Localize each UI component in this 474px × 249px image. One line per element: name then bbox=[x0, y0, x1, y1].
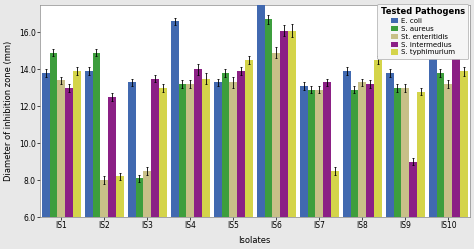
Bar bbox=[65, 88, 73, 217]
Bar bbox=[393, 88, 401, 217]
Bar bbox=[73, 71, 81, 217]
Bar bbox=[452, 0, 460, 217]
Bar bbox=[85, 71, 92, 217]
Bar bbox=[245, 60, 253, 217]
Bar bbox=[257, 0, 264, 217]
Bar bbox=[288, 31, 296, 217]
Bar bbox=[100, 180, 108, 217]
Bar bbox=[273, 53, 280, 217]
X-axis label: Isolates: Isolates bbox=[238, 236, 271, 245]
Bar bbox=[214, 82, 221, 217]
Bar bbox=[116, 177, 124, 217]
Bar bbox=[264, 19, 273, 217]
Bar bbox=[280, 31, 288, 217]
Bar bbox=[323, 82, 331, 217]
Bar bbox=[331, 171, 339, 217]
Bar bbox=[229, 82, 237, 217]
Bar bbox=[202, 79, 210, 217]
Bar bbox=[300, 86, 308, 217]
Bar bbox=[136, 178, 144, 217]
Bar bbox=[128, 82, 136, 217]
Bar bbox=[437, 73, 444, 217]
Bar bbox=[366, 84, 374, 217]
Y-axis label: Diameter of inhibition zone (mm): Diameter of inhibition zone (mm) bbox=[4, 41, 13, 181]
Bar bbox=[460, 71, 468, 217]
Bar bbox=[50, 53, 57, 217]
Bar bbox=[308, 90, 315, 217]
Bar bbox=[179, 84, 186, 217]
Bar bbox=[186, 84, 194, 217]
Bar bbox=[144, 171, 151, 217]
Bar bbox=[358, 82, 366, 217]
Bar bbox=[351, 90, 358, 217]
Bar bbox=[401, 88, 409, 217]
Bar bbox=[108, 97, 116, 217]
Bar bbox=[42, 73, 50, 217]
Bar bbox=[386, 73, 393, 217]
Bar bbox=[428, 21, 437, 217]
Bar bbox=[194, 69, 202, 217]
Bar bbox=[343, 71, 351, 217]
Bar bbox=[237, 71, 245, 217]
Bar bbox=[57, 80, 65, 217]
Bar bbox=[374, 60, 382, 217]
Bar bbox=[92, 53, 100, 217]
Bar bbox=[221, 73, 229, 217]
Legend: E. coli, S. aureus, St. enteritidis, S. intermedius, S. typhimurium: E. coli, S. aureus, St. enteritidis, S. … bbox=[377, 4, 468, 59]
Bar bbox=[444, 84, 452, 217]
Bar bbox=[171, 21, 179, 217]
Bar bbox=[417, 92, 425, 217]
Bar bbox=[159, 88, 167, 217]
Bar bbox=[315, 90, 323, 217]
Bar bbox=[151, 79, 159, 217]
Bar bbox=[409, 162, 417, 217]
